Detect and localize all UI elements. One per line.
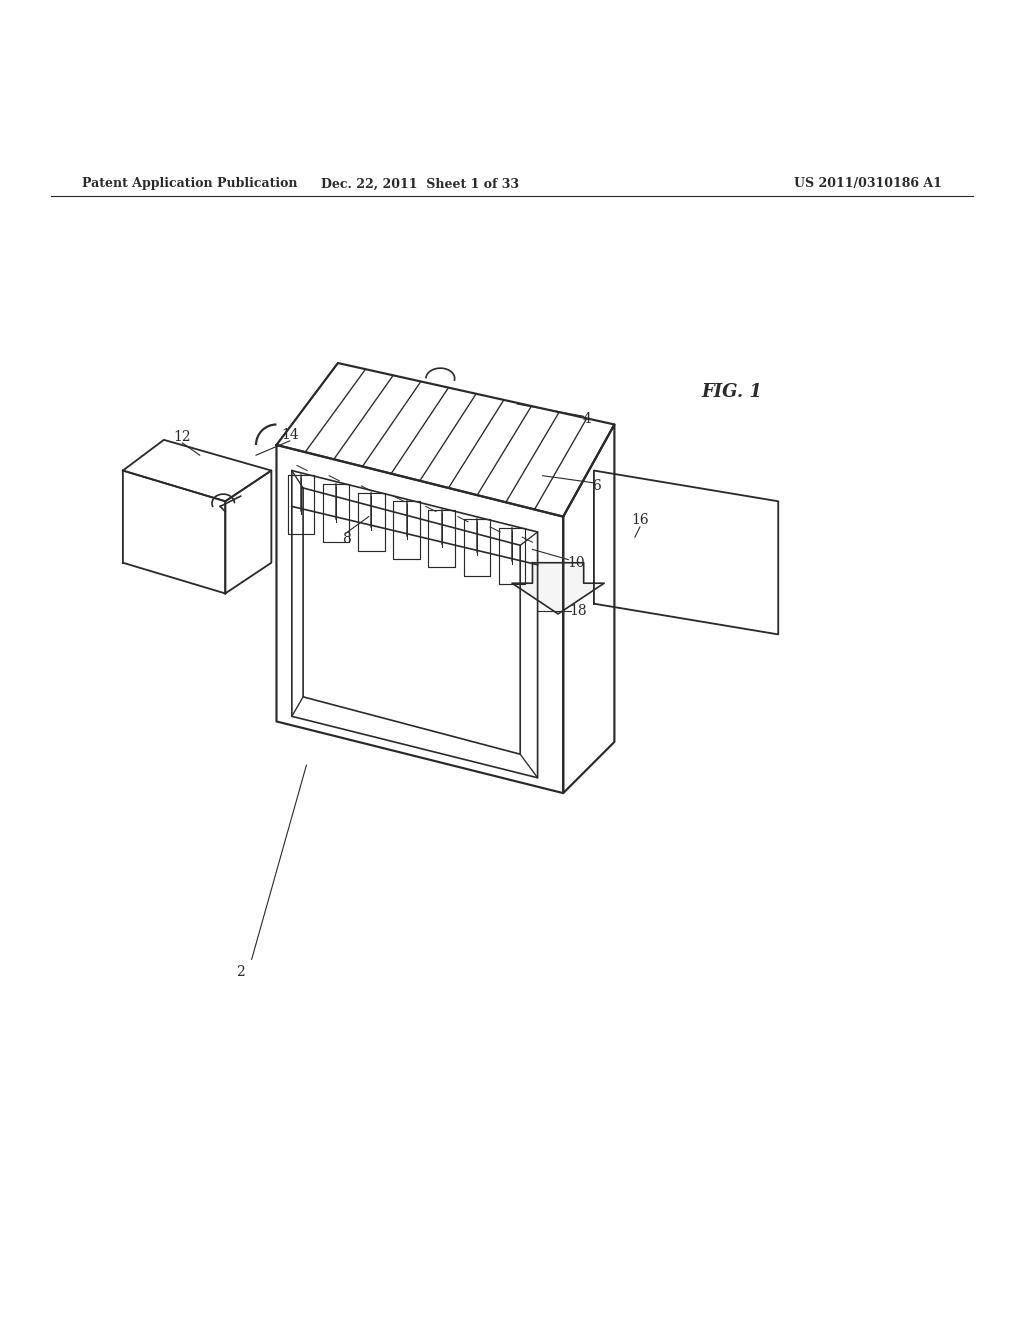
Text: Patent Application Publication: Patent Application Publication [82,177,297,190]
Text: 14: 14 [281,428,299,442]
Text: Dec. 22, 2011  Sheet 1 of 33: Dec. 22, 2011 Sheet 1 of 33 [321,177,519,190]
Text: 6: 6 [593,479,601,492]
Text: 8: 8 [342,532,350,546]
Text: 18: 18 [569,603,588,618]
Text: 16: 16 [631,512,649,527]
Text: FIG. 1: FIG. 1 [701,383,762,401]
Text: 2: 2 [237,965,245,979]
Text: 12: 12 [173,430,191,444]
Text: US 2011/0310186 A1: US 2011/0310186 A1 [795,177,942,190]
Text: 4: 4 [583,412,591,426]
Polygon shape [512,562,604,614]
Text: 10: 10 [567,556,586,570]
